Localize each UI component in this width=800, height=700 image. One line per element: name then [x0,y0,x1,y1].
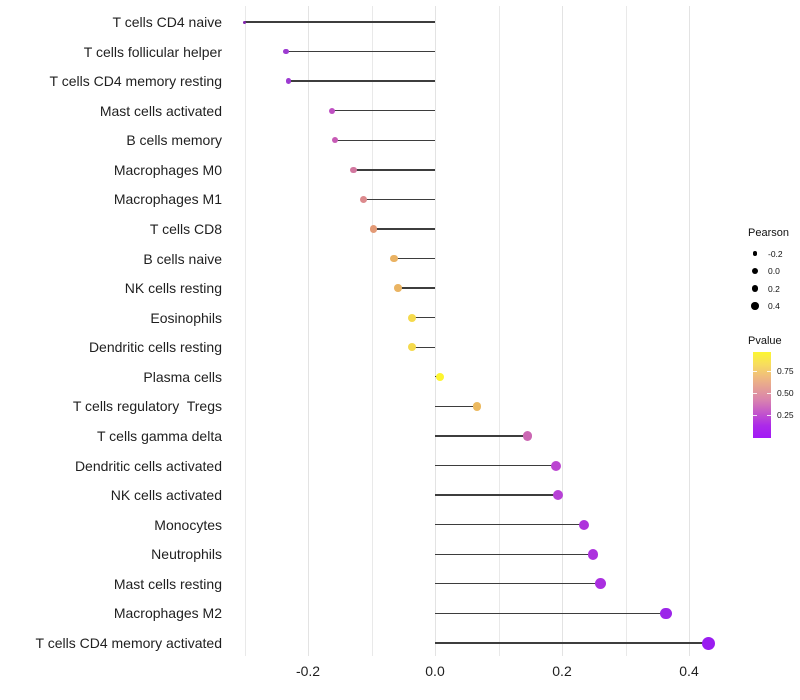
row-label: T cells CD8 [149,221,222,237]
row-label: Dendritic cells activated [74,457,222,474]
row-label: Monocytes [154,516,222,533]
gridline-minor [498,6,500,656]
row-label: Mast cells resting [113,575,222,592]
lollipop-stem [435,405,477,408]
legend-size-label: 0.0 [768,266,780,276]
row-label: Dendritic cells resting [88,339,222,356]
colorbar-tick [753,370,757,372]
x-tick-label: 0.2 [552,663,572,679]
lollipop-stem [435,642,709,644]
legend-size-title: Pearson [748,227,789,239]
lollipop-dot [243,20,246,24]
gridline-minor [371,6,373,656]
gridline-major [689,6,690,656]
lollipop-stem [285,50,435,53]
colorbar-label: 0.50 [777,387,794,398]
lollipop-dot [550,460,561,471]
row-label: T cells follicular helper [83,43,222,60]
lollipop-stem [412,317,435,319]
lollipop-dot [553,490,564,501]
colorbar-label: 0.25 [777,409,794,420]
lollipop-dot [702,636,716,650]
row-label: T cells regulatory Tregs [72,398,222,415]
colorbar-tick [753,414,757,416]
colorbar-tick [753,392,757,394]
lollipop-stem [331,110,435,112]
lollipop-stem [435,435,528,437]
lollipop-stem [353,169,435,171]
lollipop-dot [660,607,672,620]
row-label: T cells CD4 memory activated [35,635,222,651]
row-label: NK cells resting [124,280,222,297]
row-label: Plasma cells [143,368,222,385]
legend-size-dot [751,302,759,310]
row-label: Macrophages M2 [113,605,222,622]
x-tick-label: 0.4 [679,663,699,679]
row-label: T cells CD4 memory resting [49,73,222,90]
row-label: B cells memory [126,132,222,149]
colorbar-label: 0.75 [777,365,794,376]
lollipop-stem [288,80,435,82]
lollipop-dot [579,519,590,530]
legend-size-dot [752,251,758,256]
lollipop-dot [359,195,367,203]
lollipop-stem [373,228,435,230]
lollipop-dot [332,137,339,144]
row-label: Neutrophils [151,546,222,563]
colorbar-tick [767,392,771,394]
lollipop-stem [435,612,667,615]
lollipop-dot [408,313,417,322]
lollipop-dot [472,402,482,411]
lollipop-dot [389,254,398,263]
x-tick-label: 0.0 [425,663,445,679]
lollipop-stem [435,524,585,526]
lollipop-dot [350,166,358,174]
lollipop-stem [335,139,435,141]
lollipop-stem [398,287,435,289]
row-label: T cells CD4 naive [112,14,222,30]
gridline-major [435,6,436,656]
lollipop-dot [408,343,417,352]
lollipop-stem [363,198,435,201]
row-label: Eosinophils [150,309,222,326]
colorbar-tick [767,414,771,416]
legend-size-label: -0.2 [768,248,783,259]
lollipop-stem [412,346,435,348]
lollipop-stem [244,21,435,23]
legend-size-dot [752,268,758,274]
colorbar-tick [767,370,771,372]
gridline-minor [244,6,246,656]
lollipop-stem [393,257,435,260]
legend-color-title: Pvalue [748,335,782,347]
x-tick-label: -0.2 [295,663,321,679]
lollipop-stem [435,583,601,585]
row-label: Macrophages M1 [113,191,222,208]
row-label: NK cells activated [110,487,222,504]
row-label: Macrophages M0 [113,161,222,178]
lollipop-dot [394,284,402,292]
legend-size-label: 0.4 [768,301,780,311]
lollipop-dot [283,48,289,55]
gridline-major [308,6,309,656]
lollipop-dot [587,548,599,560]
lollipop-dot [595,578,607,590]
gridline-minor [625,6,627,656]
lollipop-dot [328,107,335,114]
gridline-major [562,6,563,656]
legend-size-dot [751,285,759,292]
pvalue-colorbar [753,352,771,438]
row-label: B cells naive [143,250,222,267]
lollipop-dot [523,431,533,441]
lollipop-stem [435,494,559,496]
lollipop-dot [435,372,445,381]
lollipop-dot [369,225,378,233]
lollipop-stem [435,464,556,467]
lollipop-dot [285,78,292,84]
row-label: Mast cells activated [99,102,222,119]
lollipop-stem [435,553,594,555]
row-label: T cells gamma delta [96,428,222,444]
legend-size-label: 0.2 [768,283,780,294]
